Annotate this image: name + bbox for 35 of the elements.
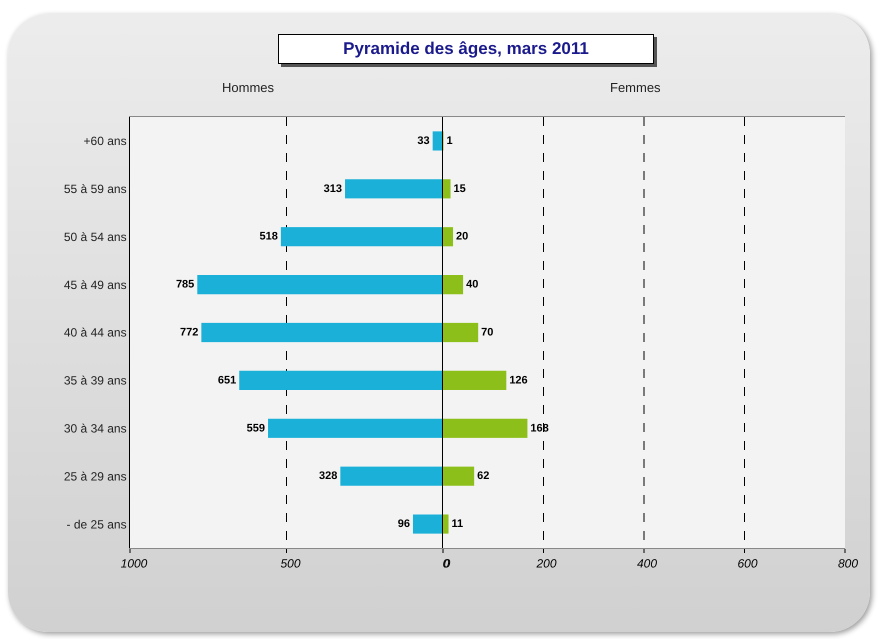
y-tick-label: - de 25 ans	[66, 517, 127, 532]
x-tick-label: 600	[737, 556, 758, 570]
y-tick-label: 55 à 59 ans	[64, 182, 127, 196]
data-label: 651	[218, 374, 236, 386]
data-label: 785	[176, 278, 194, 291]
x-tick-label: 500	[280, 556, 301, 570]
y-tick-label: 40 à 44 ans	[64, 326, 127, 340]
y-tick-label: 50 à 54 ans	[64, 230, 127, 244]
y-tick-label: 30 à 34 ans	[64, 421, 127, 436]
data-label: 313	[324, 182, 342, 195]
data-label: 62	[477, 470, 490, 482]
x-tick-label: 1000	[120, 556, 148, 570]
data-label: 1	[446, 134, 453, 147]
y-tick-label: 45 à 49 ans	[64, 278, 127, 292]
data-label: 33	[417, 134, 430, 147]
data-label: 772	[180, 326, 198, 338]
y-tick-label: +60 ans	[84, 134, 127, 148]
data-label: 11	[452, 518, 464, 530]
data-label: 559	[246, 422, 266, 434]
chart-subtitle: Femmes	[610, 80, 662, 95]
data-label: 40	[466, 278, 478, 291]
chart-title: Pyramide des âges, mars 2011	[278, 34, 654, 64]
x-tick-label: 400	[636, 556, 658, 570]
x-tick-label: 800	[838, 556, 858, 570]
data-label: 15	[454, 182, 466, 195]
data-label: 70	[481, 326, 494, 338]
y-tick-label: 35 à 39 ans	[64, 374, 127, 388]
data-label: 518	[260, 230, 278, 243]
y-tick-label: 25 à 29 ans	[64, 469, 127, 484]
x-tick-label: 200	[535, 556, 557, 570]
chart-subtitle: Hommes	[222, 80, 275, 95]
data-label: 328	[318, 470, 338, 482]
data-label: 96	[398, 518, 410, 530]
data-label: 126	[509, 374, 528, 386]
data-label: 20	[456, 230, 468, 243]
